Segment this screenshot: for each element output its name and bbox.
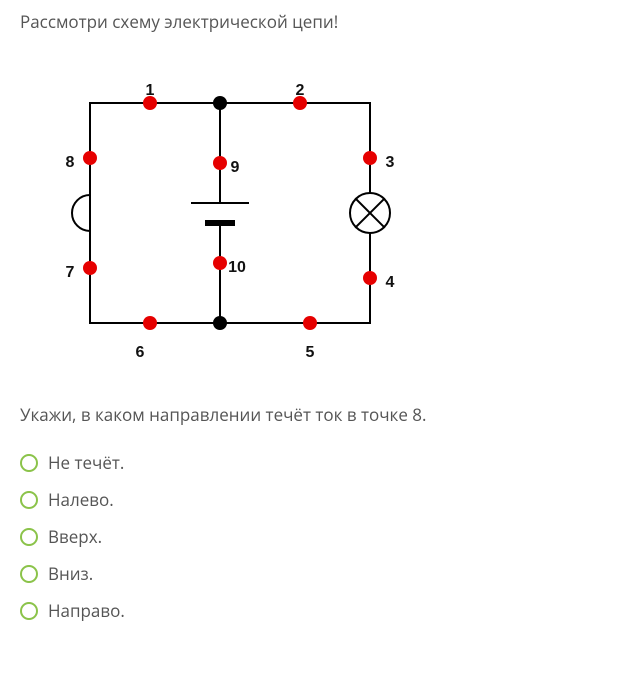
- question-text: Укажи, в каком направлении течёт ток в т…: [20, 403, 598, 426]
- radio-icon: [20, 528, 38, 546]
- svg-text:10: 10: [228, 259, 246, 276]
- option-label: Вниз.: [48, 562, 93, 585]
- option-label: Вверх.: [48, 525, 102, 548]
- svg-text:3: 3: [386, 154, 395, 171]
- option-label: Направо.: [48, 599, 125, 622]
- svg-text:6: 6: [136, 344, 145, 361]
- option-0[interactable]: Не течёт.: [20, 451, 598, 474]
- option-label: Не течёт.: [48, 451, 124, 474]
- option-1[interactable]: Налево.: [20, 488, 598, 511]
- option-3[interactable]: Вниз.: [20, 562, 598, 585]
- svg-text:2: 2: [296, 82, 305, 99]
- radio-icon: [20, 491, 38, 509]
- circuit-diagram: 1 2 3 4 5 6 7 8 9 10: [20, 53, 420, 383]
- option-2[interactable]: Вверх.: [20, 525, 598, 548]
- page-title: Рассмотри схему электрической цепи!: [20, 10, 598, 33]
- radio-icon: [20, 602, 38, 620]
- svg-text:1: 1: [146, 82, 155, 99]
- option-4[interactable]: Направо.: [20, 599, 598, 622]
- radio-icon: [20, 454, 38, 472]
- svg-text:9: 9: [231, 159, 240, 176]
- svg-text:7: 7: [66, 264, 75, 281]
- options-group: Не течёт. Налево. Вверх. Вниз. Направо.: [20, 451, 598, 622]
- option-label: Налево.: [48, 488, 114, 511]
- svg-text:4: 4: [386, 274, 395, 291]
- svg-text:5: 5: [306, 344, 315, 361]
- radio-icon: [20, 565, 38, 583]
- svg-text:8: 8: [66, 154, 75, 171]
